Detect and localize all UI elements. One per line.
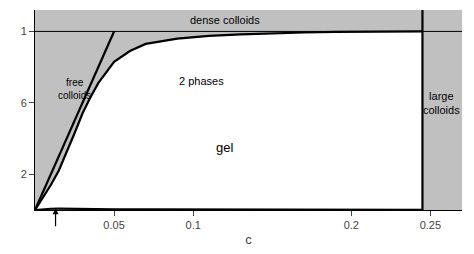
svg-text:6: 6 [21,97,27,109]
svg-text:c: c [245,232,252,247]
svg-text:dense colloids: dense colloids [190,14,260,26]
svg-text:0.1: 0.1 [186,219,201,231]
svg-text:0.05: 0.05 [103,219,124,231]
svg-text:largecolloids: largecolloids [423,90,460,116]
svg-text:1: 1 [21,25,27,37]
svg-text:0.25: 0.25 [420,219,441,231]
svg-text:0.2: 0.2 [344,219,359,231]
svg-text:gel: gel [216,140,233,155]
svg-text:freecolloids: freecolloids [58,77,91,101]
svg-text:2: 2 [21,168,27,180]
svg-text:2 phases: 2 phases [179,75,224,87]
